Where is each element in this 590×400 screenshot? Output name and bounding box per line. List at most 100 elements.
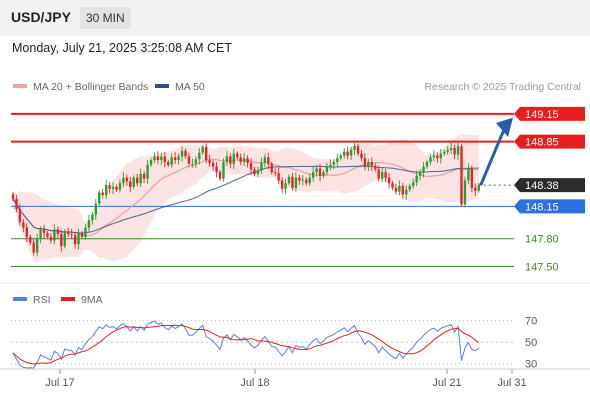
candle: [194, 156, 198, 169]
candle: [298, 174, 301, 185]
candle: [456, 141, 460, 160]
level-value-text: 148.15: [525, 201, 559, 213]
candle: [325, 162, 329, 176]
candle: [208, 154, 211, 167]
ma20-legend-label: MA 20 + Bollinger Bands: [33, 81, 148, 93]
candle: [318, 163, 322, 182]
candle: [443, 149, 446, 156]
copyright-text: Research © 2025 Trading Central: [424, 81, 581, 93]
candlesticks: [11, 141, 480, 257]
candle: [460, 143, 463, 207]
candle: [305, 177, 308, 186]
candle: [132, 175, 135, 190]
candle: [73, 231, 77, 249]
candle: [294, 172, 298, 192]
level-label-resistance: 148.85: [514, 134, 585, 149]
candle: [160, 153, 163, 165]
x-tick-label: Jul 31: [497, 377, 526, 389]
candle: [18, 203, 22, 226]
candle: [156, 151, 160, 164]
level-tag: [514, 106, 585, 121]
ma50-line: [12, 165, 479, 234]
candle: [274, 168, 277, 177]
rsi-legend-label: RSI: [33, 294, 51, 306]
candle: [270, 161, 273, 175]
candle: [142, 170, 146, 184]
candle: [77, 228, 80, 250]
candle: [115, 184, 118, 193]
candle: [91, 211, 94, 225]
candle: [329, 159, 332, 171]
candle: [287, 174, 291, 186]
candle: [139, 168, 142, 188]
x-axis: Jul 17 Jul 18 Jul 21 Jul 31: [45, 369, 527, 389]
candle: [463, 176, 467, 208]
candle: [239, 153, 242, 166]
candle: [94, 199, 97, 220]
level-tag: [514, 178, 585, 193]
candle: [129, 176, 132, 193]
candle: [122, 172, 125, 188]
candle: [398, 180, 401, 196]
level-label-resistance: 149.15: [514, 106, 585, 121]
candle: [418, 169, 422, 181]
candle: [163, 151, 166, 168]
level-label-support: 147.50: [525, 261, 559, 273]
candle: [56, 226, 60, 239]
candle: [253, 167, 256, 177]
moving-averages: [12, 158, 479, 237]
candle: [46, 230, 49, 240]
candle: [180, 146, 184, 162]
candle: [149, 157, 153, 168]
candle: [439, 149, 442, 164]
candle: [218, 169, 222, 181]
candle: [108, 182, 111, 194]
candle: [80, 230, 84, 240]
bollinger-band: [13, 134, 479, 262]
candle: [87, 214, 91, 232]
candle: [301, 174, 304, 186]
candle: [391, 180, 394, 191]
level-label-pivot: 148.15: [514, 199, 585, 214]
candle: [198, 148, 201, 165]
candle: [367, 158, 370, 172]
candle: [315, 165, 318, 177]
ma9-legend-swatch: [61, 297, 75, 301]
candle: [474, 183, 477, 196]
candle: [432, 150, 436, 162]
candle: [70, 228, 73, 239]
candle: [249, 158, 253, 175]
ma50-legend-label: MA 50: [175, 81, 205, 93]
candle: [111, 182, 115, 195]
candle: [118, 179, 122, 193]
timeframe-badge[interactable]: 30 MIN: [80, 7, 131, 29]
candle: [284, 178, 287, 195]
candle: [436, 152, 439, 163]
candle: [191, 158, 194, 168]
candle: [60, 229, 63, 252]
rsi-panel: 70 50 30: [11, 316, 537, 371]
candle: [267, 152, 270, 170]
candle: [39, 226, 42, 244]
candle: [308, 173, 311, 187]
candle: [384, 169, 387, 183]
candle: [173, 152, 177, 164]
candle: [225, 151, 229, 166]
ma9-line: [12, 324, 480, 365]
price-levels: [11, 112, 514, 267]
level-tag: [514, 134, 585, 149]
candle: [263, 154, 267, 168]
candle: [101, 188, 104, 199]
candle: [415, 170, 418, 187]
ma9-legend-label: 9MA: [81, 294, 103, 306]
candle: [125, 174, 129, 186]
candle: [467, 163, 470, 185]
candle: [222, 158, 225, 182]
candle: [184, 148, 187, 159]
chart-datetime: Monday, July 21, 2025 3:25:08 AM CET: [12, 41, 233, 55]
candle: [377, 165, 380, 182]
candle: [229, 153, 232, 169]
candle: [15, 195, 18, 213]
level-value-text: 147.80: [525, 234, 559, 246]
x-tick-label: Jul 17: [45, 377, 74, 389]
